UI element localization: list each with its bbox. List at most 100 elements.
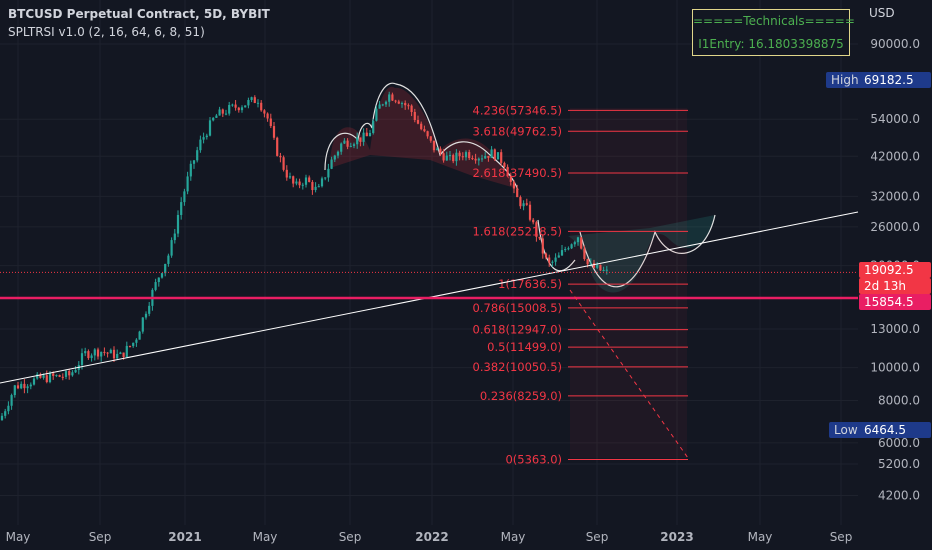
candle — [160, 272, 164, 279]
candle — [471, 155, 474, 161]
candle — [528, 201, 532, 222]
time-tick-label: Sep — [89, 530, 112, 544]
candle — [138, 330, 141, 340]
candle — [544, 252, 548, 260]
pattern-zones — [324, 82, 716, 458]
candle — [90, 353, 93, 362]
candle — [285, 165, 288, 181]
candle — [420, 121, 423, 131]
candle — [266, 112, 269, 122]
candle — [378, 100, 381, 109]
technicals-entry: I1Entry: 16.1803398875 — [698, 37, 844, 51]
price-axis: 90000.054000.042000.032000.026000.020000… — [870, 37, 920, 502]
candle — [413, 108, 416, 123]
candle — [202, 132, 205, 144]
candle — [311, 180, 314, 195]
fib-level-label: 3.618(49762.5) — [473, 124, 562, 138]
candle — [509, 172, 512, 186]
candle — [237, 106, 240, 113]
candle — [256, 99, 260, 108]
candle — [458, 150, 461, 161]
fib-level-label: 1.618(25218.5) — [473, 224, 562, 238]
candle — [410, 104, 413, 117]
time-tick-label: May — [748, 530, 773, 544]
price-tick-label: 26000.0 — [870, 220, 920, 234]
fib-level-label: 0.618(12947.0) — [473, 323, 562, 337]
candle — [359, 137, 362, 147]
indicator-legend[interactable]: SPLTRSI v1.0 (2, 16, 64, 6, 8, 51) — [8, 25, 205, 39]
candle — [573, 240, 576, 247]
candle — [16, 381, 20, 390]
candle — [605, 266, 608, 275]
cup-right-curve — [579, 214, 716, 288]
candle — [493, 148, 496, 161]
candle — [567, 246, 570, 251]
candle — [551, 260, 554, 267]
time-tick-label: May — [501, 530, 526, 544]
candle — [532, 218, 535, 225]
candle — [106, 351, 109, 358]
price-tick-label: 4200.0 — [878, 488, 920, 502]
head-shoulders-zone — [330, 86, 515, 188]
candle — [407, 103, 410, 110]
candle — [490, 146, 493, 158]
candle — [7, 401, 10, 415]
candle — [93, 348, 96, 361]
candle — [109, 348, 112, 354]
candle — [164, 263, 167, 277]
high-value-tag: 69182.5 — [859, 72, 931, 88]
candle — [272, 121, 276, 140]
candle — [496, 152, 500, 160]
cup-left-curve — [537, 219, 576, 272]
candle — [292, 175, 295, 188]
candle — [80, 348, 84, 370]
candle — [525, 198, 528, 206]
candle — [448, 151, 452, 161]
candle — [192, 159, 196, 169]
time-tick-label: Sep — [830, 530, 853, 544]
candle — [154, 278, 157, 292]
candle — [484, 151, 487, 159]
candle — [349, 142, 352, 148]
price-tick-label: 90000.0 — [870, 37, 920, 51]
fib-level-label: 0(5363.0) — [505, 452, 562, 466]
candle — [324, 177, 327, 181]
candle — [68, 368, 71, 380]
candle — [362, 128, 365, 146]
candle — [298, 178, 301, 189]
candle — [61, 373, 64, 381]
candle — [100, 351, 103, 362]
candle — [455, 149, 458, 166]
candle — [112, 346, 116, 362]
candle — [218, 106, 221, 116]
candle — [522, 200, 525, 211]
candle — [314, 182, 317, 193]
candle — [538, 236, 541, 241]
candle — [301, 182, 304, 190]
candle — [103, 347, 106, 356]
technicals-title: =====Technicals===== — [693, 14, 855, 28]
low-label-tag: Low — [829, 422, 863, 438]
candle — [231, 103, 234, 107]
candle — [576, 236, 580, 246]
candle — [317, 183, 320, 188]
candle — [416, 115, 420, 125]
candle — [221, 108, 224, 118]
candle — [228, 101, 231, 116]
candle — [327, 163, 330, 182]
candle — [397, 99, 400, 105]
candle — [144, 311, 148, 320]
candle — [346, 138, 349, 150]
candle — [429, 136, 432, 143]
fib-level-label: 0.382(10050.5) — [473, 360, 562, 374]
candle — [64, 369, 68, 380]
symbol-title[interactable]: BTCUSD Perpetual Contract, 5D, BYBIT — [8, 7, 270, 21]
candle — [519, 195, 522, 209]
candle — [503, 161, 506, 170]
candle — [560, 245, 564, 256]
candle — [516, 184, 519, 198]
candle — [487, 155, 490, 162]
candle — [260, 100, 263, 112]
candle — [288, 172, 292, 179]
